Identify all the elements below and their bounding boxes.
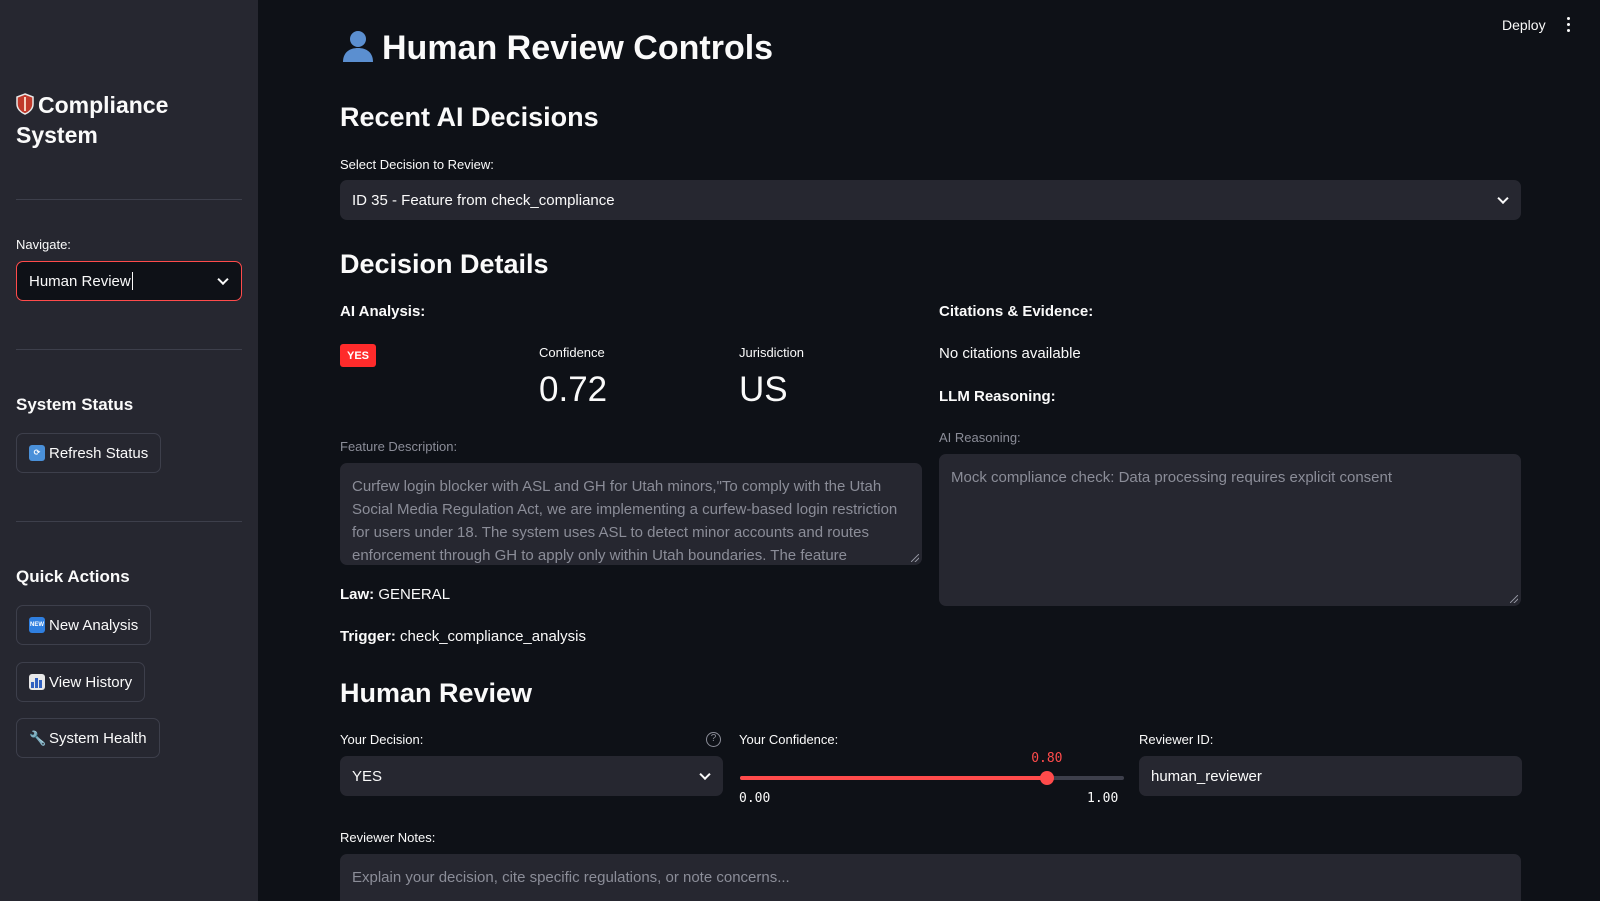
quick-actions-heading: Quick Actions [16,567,130,586]
refresh-icon: ⟳ [29,445,45,461]
new-icon: NEW [29,617,45,633]
sidebar-title: Compliance System [16,90,246,150]
trigger-label: Trigger: [340,628,396,645]
shield-icon [16,93,34,115]
page-title-text: Human Review Controls [382,29,774,67]
feature-description-text: Curfew login blocker with ASL and GH for… [352,478,898,564]
decision-select-value: ID 35 - Feature from check_compliance [352,191,615,209]
feature-description-label: Feature Description: [340,439,458,454]
refresh-status-label: Refresh Status [49,444,149,462]
view-history-label: View History [49,673,133,691]
slider-current-value: 0.80 [1031,751,1063,766]
decision-badge: YES [340,344,376,367]
ai-reasoning-label: AI Reasoning: [939,430,1021,445]
slider-min-label: 0.00 [739,791,771,806]
new-analysis-button[interactable]: NEW New Analysis [16,605,152,645]
trigger-line: Trigger: check_compliance_analysis [340,628,586,645]
ai-analysis-label: AI Analysis: [340,303,426,320]
llm-reasoning-heading: LLM Reasoning: [939,388,1056,405]
human-review-heading: Human Review [340,678,533,708]
system-status-heading: System Status [16,395,134,414]
navigate-select[interactable]: Human Review [16,261,242,301]
divider [16,199,242,200]
law-line: Law: GENERAL [340,586,450,603]
jurisdiction-value: US [739,370,788,409]
wrench-icon: 🔧 [29,730,47,746]
page-title: Human Review Controls [340,28,773,68]
chevron-down-icon [217,273,229,286]
reviewer-id-label: Reviewer ID: [1139,732,1214,747]
bar-chart-icon [29,674,45,690]
divider [16,521,242,522]
system-health-button[interactable]: 🔧 System Health [16,718,160,758]
select-decision-label: Select Decision to Review: [340,157,494,172]
law-label: Law: [340,586,375,603]
your-decision-label: Your Decision: [340,732,424,747]
confidence-value: 0.72 [539,370,608,409]
citations-text: No citations available [939,345,1081,362]
resize-handle-icon[interactable] [1510,595,1518,603]
reviewer-notes-textarea[interactable]: Explain your decision, cite specific reg… [340,854,1521,901]
slider-thumb[interactable] [1040,771,1055,785]
your-decision-select[interactable]: YES [340,756,723,796]
view-history-button[interactable]: View History [16,662,146,702]
confidence-label: Confidence [539,345,605,360]
decision-details-heading: Decision Details [340,249,549,279]
divider [16,349,242,350]
reviewer-notes-label: Reviewer Notes: [340,830,436,845]
system-health-label: System Health [49,729,147,747]
slider-fill [740,776,1048,780]
text-caret [131,272,133,290]
recent-decisions-heading: Recent AI Decisions [340,102,599,132]
sidebar-title-text: Compliance System [16,92,169,148]
navigate-select-value: Human Review [29,272,131,290]
decision-select[interactable]: ID 35 - Feature from check_compliance [340,180,1521,220]
jurisdiction-label: Jurisdiction [739,345,805,360]
confidence-slider[interactable] [740,771,1124,785]
chevron-down-icon [1497,192,1509,205]
resize-handle-icon[interactable] [911,554,919,562]
sidebar: Compliance System Navigate: Human Review… [0,0,258,901]
feature-description-textarea[interactable]: Curfew login blocker with ASL and GH for… [340,463,922,565]
trigger-value: check_compliance_analysis [400,628,586,645]
person-icon [343,31,373,62]
deploy-button[interactable]: Deploy [1502,17,1546,33]
law-value: GENERAL [378,586,451,603]
navigate-label: Navigate: [16,237,71,252]
reviewer-id-input[interactable]: human_reviewer [1139,756,1522,796]
chevron-down-icon [699,768,711,781]
your-decision-value: YES [352,767,383,785]
citations-heading: Citations & Evidence: [939,303,1094,320]
your-confidence-label: Your Confidence: [739,732,839,747]
ai-reasoning-textarea[interactable]: Mock compliance check: Data processing r… [939,454,1521,606]
new-analysis-label: New Analysis [49,616,139,634]
help-icon[interactable]: ? [706,732,721,747]
ai-reasoning-text: Mock compliance check: Data processing r… [951,469,1393,486]
refresh-status-button[interactable]: ⟳ Refresh Status [16,433,162,473]
more-menu-icon[interactable] [1567,17,1571,33]
slider-max-label: 1.00 [1087,791,1119,806]
